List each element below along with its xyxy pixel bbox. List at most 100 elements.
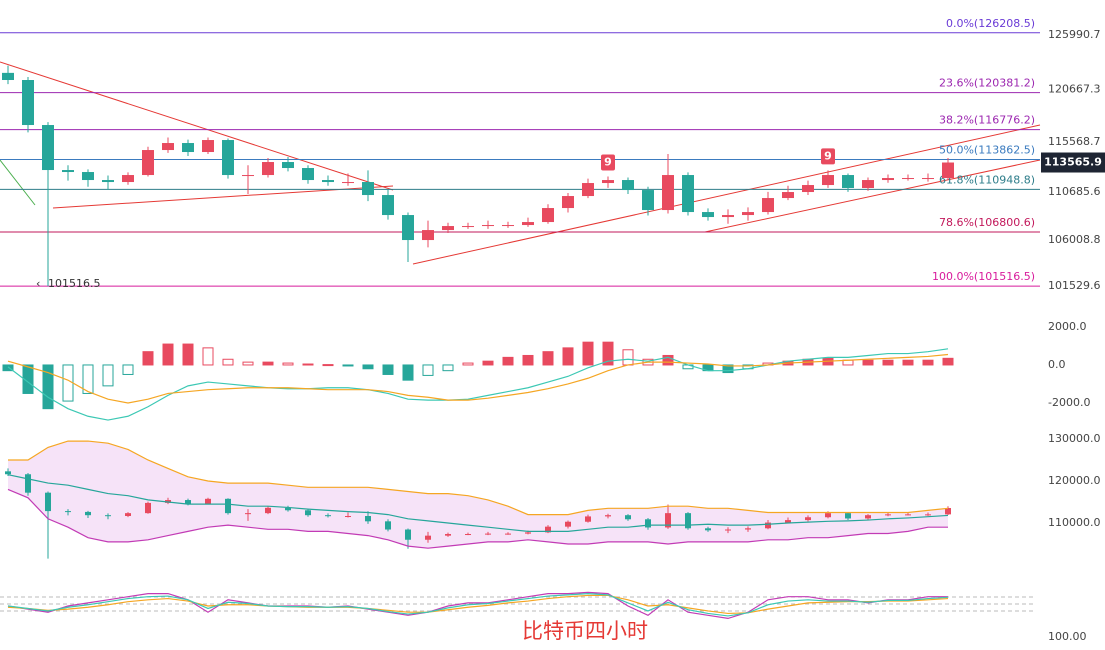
- candle-body: [622, 180, 634, 191]
- y-tick-label: 125990.7: [1048, 28, 1101, 41]
- price-tag: [1041, 152, 1105, 173]
- fib-label: 38.2%(116776.2): [939, 114, 1035, 127]
- indicator-line: [7, 488, 948, 549]
- td-label: 9: [824, 149, 832, 162]
- candle-body: [282, 162, 294, 169]
- fib-label: 0.0%(126208.5): [946, 17, 1035, 30]
- candle-body: [565, 521, 571, 527]
- candle-body: [225, 498, 231, 514]
- candle-body: [262, 162, 274, 176]
- y-tick-label: 0.0: [1048, 358, 1066, 371]
- macd-bar: [282, 362, 294, 366]
- macd-bar: [222, 358, 234, 366]
- macd-bar: [502, 356, 514, 366]
- td-badge: [601, 154, 615, 171]
- candle-body: [725, 529, 731, 531]
- candle-body: [882, 178, 894, 181]
- fib-label: 50.0%(113862.5): [939, 143, 1035, 156]
- candle-body: [422, 230, 434, 241]
- candle-body: [765, 522, 771, 529]
- macd-bar: [142, 351, 154, 366]
- macd-bar: [182, 343, 194, 366]
- candle-body: [745, 528, 751, 530]
- candle-body: [82, 172, 94, 181]
- macd-bar: [922, 359, 934, 366]
- macd-bar: [382, 364, 394, 375]
- candle-body: [805, 517, 811, 521]
- macd-bar: [622, 349, 634, 366]
- macd-bar: [882, 359, 894, 366]
- trend-line: [0, 159, 36, 206]
- candle-body: [382, 195, 394, 216]
- candle-body: [325, 515, 331, 517]
- macd-bar: [462, 362, 474, 366]
- candle-body: [762, 198, 774, 213]
- candle-body: [45, 492, 51, 512]
- candle-body: [25, 474, 31, 493]
- y-tick-label: 110000.0: [1048, 516, 1101, 529]
- candle-body: [265, 507, 271, 514]
- indicator-line: [7, 353, 949, 404]
- indicator-line: [7, 348, 949, 421]
- fib-label: 100.0%(101516.5): [932, 270, 1035, 283]
- macd-bar: [42, 364, 54, 410]
- candle-body: [625, 515, 631, 520]
- fib-label: 78.6%(106800.6): [939, 216, 1035, 229]
- candle-body: [322, 180, 334, 183]
- macd-bar: [942, 357, 954, 366]
- candle-body: [485, 533, 491, 535]
- candle-body: [5, 471, 11, 475]
- candle-body: [425, 535, 431, 540]
- candle-body: [2, 72, 14, 81]
- price-tag-label: 113565.9: [1044, 156, 1102, 169]
- macd-bar: [362, 364, 374, 370]
- macd-bar: [522, 354, 534, 366]
- candle-body: [145, 502, 151, 514]
- candle-body: [402, 215, 414, 241]
- candle-body: [662, 175, 674, 211]
- macd-bar: [2, 364, 14, 372]
- candle-body: [525, 532, 531, 534]
- y-tick-label: 110685.6: [1048, 185, 1101, 198]
- y-tick-label: 120667.3: [1048, 83, 1101, 96]
- candle-body: [342, 182, 354, 184]
- macd-bar: [162, 343, 174, 366]
- macd-bar: [422, 364, 434, 376]
- candle-body: [125, 513, 131, 517]
- candle-body: [825, 513, 831, 518]
- candle-body: [582, 183, 594, 197]
- low-marker: 101516.5: [48, 277, 101, 290]
- candle-body: [122, 175, 134, 183]
- candle-body: [922, 178, 934, 180]
- candle-body: [702, 212, 714, 218]
- candle-body: [862, 180, 874, 189]
- macd-bar: [862, 359, 874, 366]
- candle-body: [222, 140, 234, 176]
- candle-body: [682, 175, 694, 213]
- candle-body: [365, 516, 371, 522]
- candle-body: [385, 521, 391, 530]
- candle-body: [865, 515, 871, 519]
- candle-body: [205, 498, 211, 504]
- y-tick-label: 130000.0: [1048, 432, 1101, 445]
- candle-body: [602, 180, 614, 184]
- candle-body: [502, 225, 514, 227]
- candle-body: [42, 125, 54, 171]
- candle-body: [665, 513, 671, 528]
- y-tick-label: 2000.0: [1048, 320, 1087, 333]
- macd-bar: [662, 354, 674, 366]
- watermark: 比特币四小时: [522, 619, 648, 643]
- macd-bar: [482, 360, 494, 366]
- macd-bar: [22, 364, 34, 394]
- candle-body: [842, 175, 854, 189]
- trend-line: [0, 61, 394, 191]
- candle-body: [562, 196, 574, 209]
- candle-body: [645, 519, 651, 528]
- y-tick-label: -2000.0: [1048, 396, 1090, 409]
- macd-bar: [342, 364, 354, 367]
- trend-line: [704, 159, 1041, 233]
- candle-body: [905, 514, 911, 516]
- y-tick-label: 120000.0: [1048, 474, 1101, 487]
- candle-body: [405, 529, 411, 540]
